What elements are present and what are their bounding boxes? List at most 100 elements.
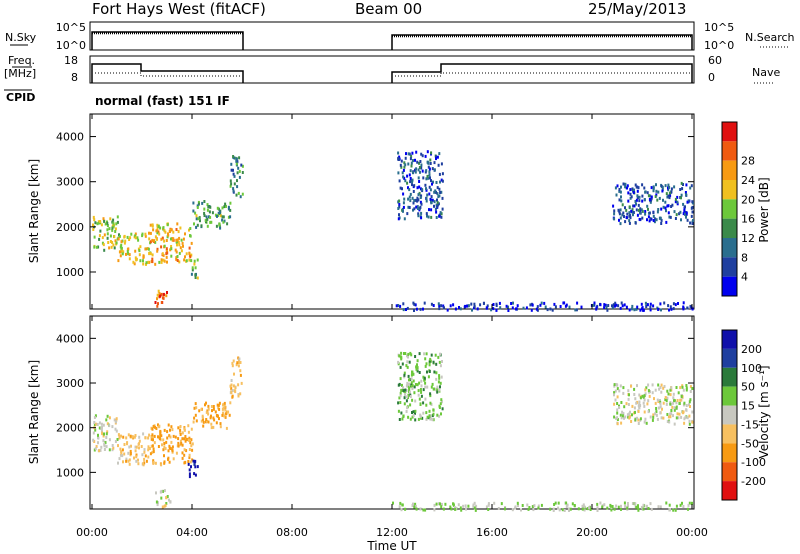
scatter-cell [134,434,137,437]
scatter-cell [152,459,155,463]
scatter-cell [655,183,657,187]
power-frame [89,113,695,310]
x-tick-label: 04:00 [176,526,208,539]
scatter-cell [199,219,201,223]
scatter-cell [229,201,232,205]
scatter-cell [160,292,163,296]
scatter-cell [642,507,645,511]
scatter-cell [193,416,196,420]
scatter-cell [617,208,620,212]
scatter-cell [138,435,141,439]
scatter-cell [144,454,147,458]
scatter-cell [119,254,122,258]
scatter-cell [682,212,685,216]
scatter-cell [419,160,422,163]
scatter-cell [583,508,586,512]
scatter-cell [163,239,166,243]
scatter-cell [673,399,676,403]
scatter-cell [235,157,238,161]
scatter-cell [687,507,689,511]
power-colorbar-label: Power [dB] [757,177,771,242]
scatter-cell [129,236,132,240]
scatter-cell [637,507,640,510]
scatter-cell [203,200,206,203]
freq-label-1: Freq. [8,54,35,67]
scatter-cell [649,502,652,506]
scatter-cell [425,403,428,407]
scatter-cell [525,306,528,310]
scatter-cell [163,442,166,445]
scatter-cell [233,174,236,178]
scatter-cell [188,453,191,457]
scatter-cell [634,200,637,203]
scatter-cell [418,381,421,385]
scatter-cell [638,406,641,410]
scatter-cell [404,163,407,167]
scatter-cell [106,224,109,228]
velocity-colorbar-tick: 100 [741,362,762,375]
scatter-cell [108,227,111,231]
scatter-cell [118,233,120,237]
scatter-cell [195,214,198,218]
scatter-cell [235,159,238,163]
scatter-cell [615,193,618,197]
scatter-cell [511,508,514,512]
scatter-cell [104,222,107,226]
scatter-cell [521,504,524,507]
scatter-cell [231,395,234,399]
scatter-cell [144,234,147,238]
scatter-cell [165,255,168,259]
scatter-cell [686,306,689,310]
scatter-cell [237,383,240,387]
scatter-cell [633,204,636,208]
scatter-cell [675,416,678,420]
scatter-cell [412,171,414,175]
scatter-cell [420,194,423,198]
scatter-cell [216,214,218,218]
scatter-cell [564,304,567,308]
scatter-cell [644,301,647,305]
scatter-cell [406,306,409,310]
scatter-cell [675,386,678,389]
scatter-cell [222,215,225,219]
scatter-cell [144,232,147,236]
scatter-cell [127,451,130,455]
scatter-cell [628,414,631,418]
scatter-cell [433,168,436,172]
scatter-cell [197,202,200,206]
scatter-cell [432,412,435,416]
scatter-cell [406,181,409,185]
freq-line-1 [91,63,244,83]
scatter-cell [415,307,418,311]
scatter-cell [642,308,645,312]
scatter-cell [154,240,157,244]
scatter-cell [460,508,463,512]
scatter-cell [100,427,103,430]
scatter-cell [171,449,174,453]
nave-tick-bottom: 0 [708,71,715,84]
scatter-cell [664,184,667,188]
scatter-cell [581,504,584,508]
scatter-cell [467,304,470,308]
scatter-cell [190,272,193,276]
scatter-cell [485,505,488,509]
scatter-cell [438,360,441,364]
scatter-cell [179,226,182,230]
scatter-cell [592,303,595,307]
y-tick-label: 2000 [56,221,84,234]
scatter-cell [466,304,468,308]
scatter-cell [178,236,181,240]
x-axis-label: Time UT [366,539,417,553]
scatter-cell [195,225,198,229]
scatter-cell [94,221,97,225]
scatter-cell [667,204,670,208]
scatter-cell [537,504,540,508]
scatter-cell [629,410,631,414]
scatter-cell [589,508,592,511]
scatter-cell [620,421,623,425]
scatter-cell [628,416,631,420]
velocity-colorbar-swatch [722,367,737,387]
scatter-cell [666,396,669,400]
scatter-cell [159,437,161,441]
